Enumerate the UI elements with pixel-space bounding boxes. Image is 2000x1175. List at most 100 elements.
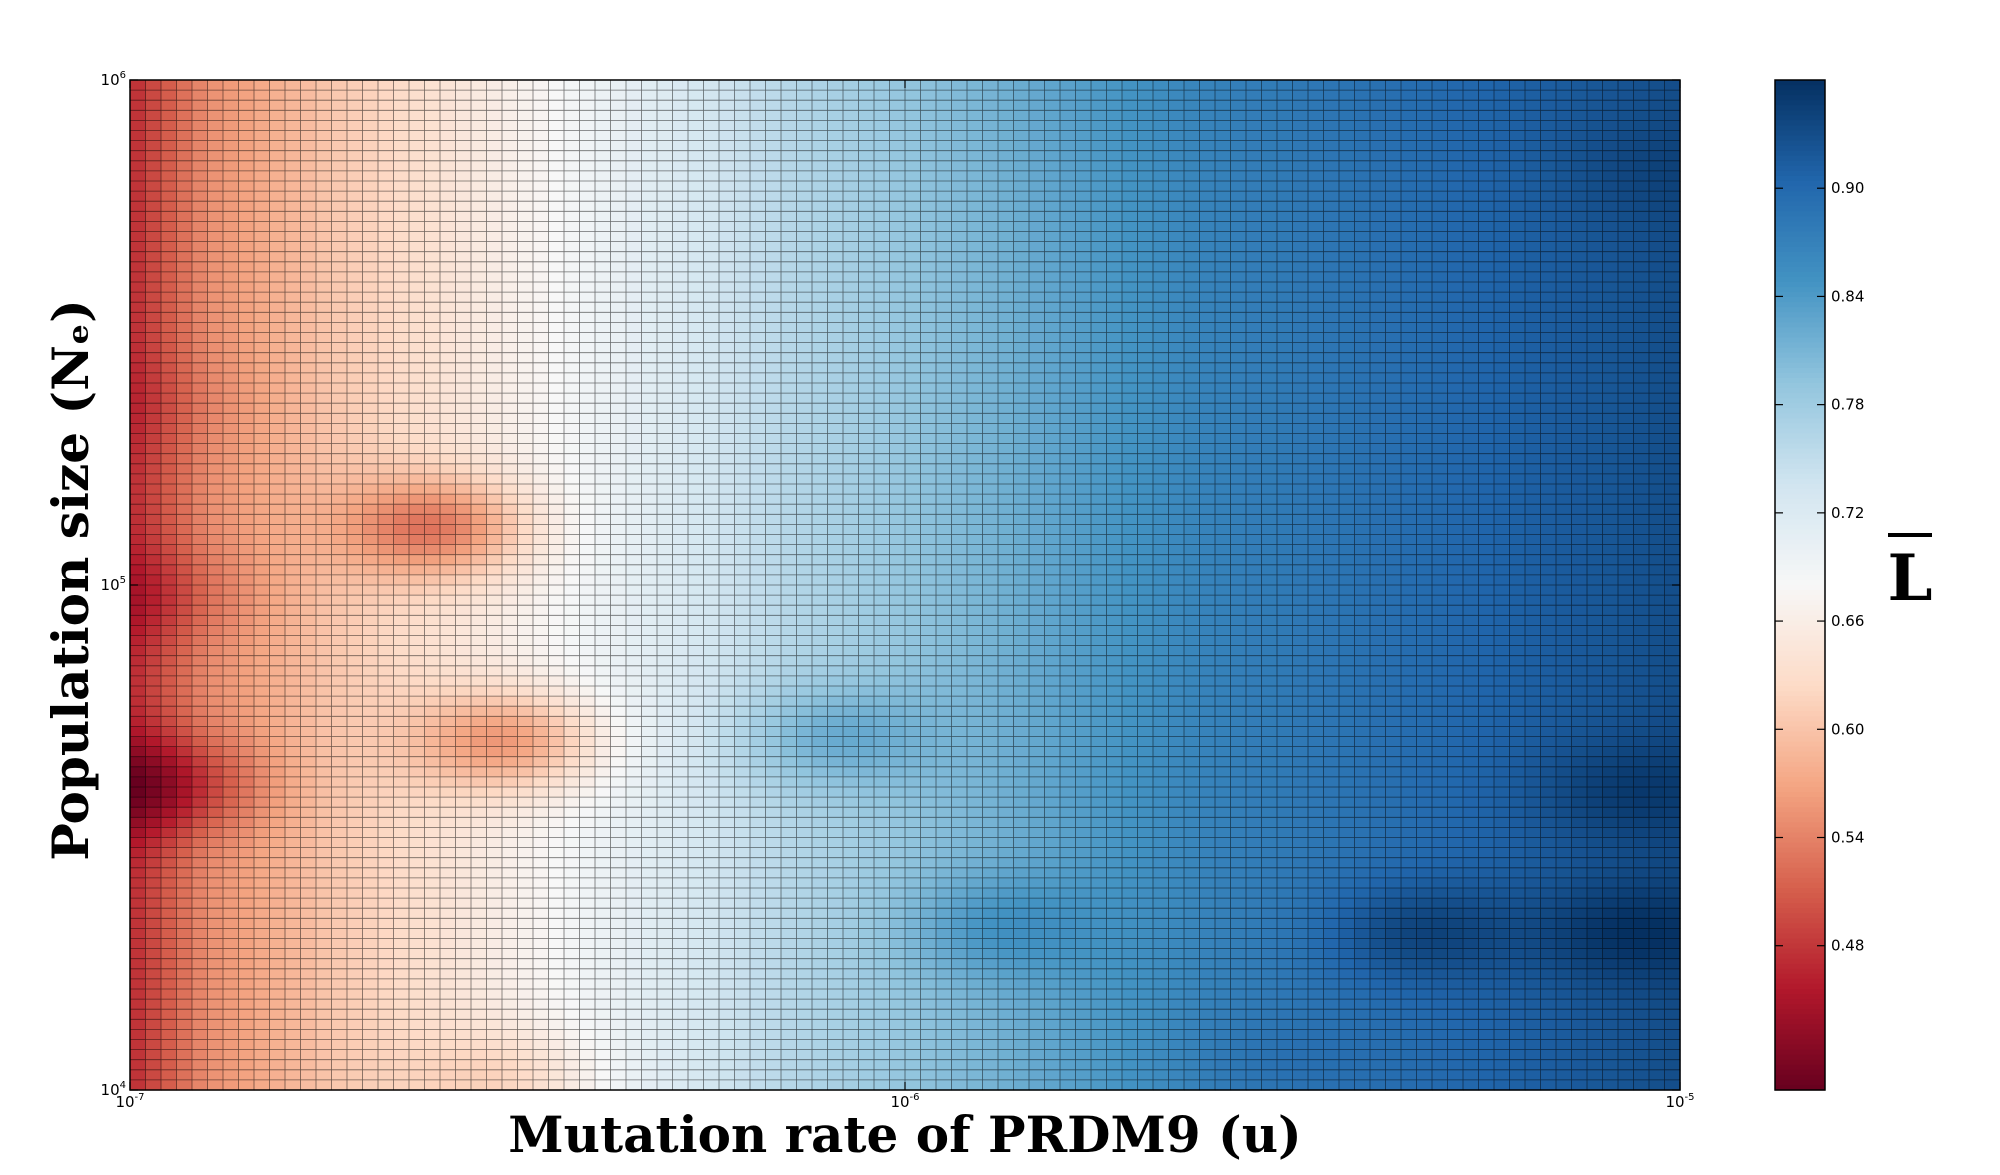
heatmap-cell (1602, 433, 1619, 445)
heatmap-cell (1013, 423, 1030, 435)
heatmap-cell (1540, 181, 1557, 192)
heatmap-cell (967, 181, 984, 192)
heatmap-cell (1540, 423, 1557, 435)
heatmap-cell (579, 362, 596, 374)
heatmap-cell (1649, 160, 1666, 172)
heatmap-cell (300, 514, 317, 525)
heatmap-cell (889, 423, 906, 435)
heatmap-cell (300, 110, 317, 121)
heatmap-cell (1060, 302, 1077, 313)
heatmap-cell (796, 443, 813, 455)
heatmap-cell (1029, 443, 1046, 455)
heatmap-cell (796, 473, 813, 485)
heatmap-cell (657, 453, 674, 465)
heatmap-cell (1494, 352, 1511, 364)
heatmap-cell (1013, 140, 1030, 152)
heatmap-cell (1044, 554, 1061, 566)
heatmap-cell (1447, 413, 1464, 424)
heatmap-cell (161, 534, 178, 546)
heatmap-cell (719, 473, 736, 485)
heatmap-cell (1230, 271, 1247, 283)
heatmap-cell (192, 110, 209, 121)
heatmap-cell (316, 524, 333, 536)
heatmap-cell (254, 322, 271, 334)
heatmap-cell (145, 292, 162, 303)
heatmap-cell (1509, 352, 1526, 364)
heatmap-cell (765, 140, 782, 152)
heatmap-cell (641, 191, 658, 202)
heatmap-cell (145, 110, 162, 121)
heatmap-cell (1401, 302, 1418, 313)
heatmap-cell (1478, 574, 1495, 586)
heatmap-cell (1540, 453, 1557, 465)
heatmap-cell (936, 443, 953, 455)
heatmap-cell (1416, 302, 1433, 313)
heatmap-cell (1649, 383, 1666, 394)
heatmap-cell (424, 423, 441, 435)
heatmap-cell (595, 484, 612, 495)
heatmap-cell (1091, 372, 1108, 384)
heatmap-cell (1587, 423, 1604, 435)
heatmap-cell (1075, 181, 1092, 192)
heatmap-cell (533, 201, 550, 212)
heatmap-cell (1478, 453, 1495, 465)
heatmap-cell (1571, 170, 1588, 182)
heatmap-cell (331, 433, 348, 445)
heatmap-cell (409, 201, 426, 212)
heatmap-cell (316, 332, 333, 344)
heatmap-cell (1075, 120, 1092, 132)
heatmap-cell (827, 342, 844, 354)
heatmap-cell (176, 160, 193, 172)
heatmap-cell (1525, 453, 1542, 465)
heatmap-cell (1664, 494, 1681, 505)
heatmap-cell (1540, 271, 1557, 283)
heatmap-cell (1075, 211, 1092, 222)
heatmap-cell (548, 140, 565, 152)
heatmap-cell (1385, 494, 1402, 505)
heatmap-cell (1230, 352, 1247, 364)
heatmap-cell (1292, 201, 1309, 212)
heatmap-cell (378, 413, 395, 424)
heatmap-cell (1230, 181, 1247, 192)
heatmap-cell (409, 362, 426, 374)
heatmap-cell (1385, 150, 1402, 162)
heatmap-cell (486, 473, 503, 485)
heatmap-cell (1478, 312, 1495, 323)
heatmap-cell (1494, 271, 1511, 283)
heatmap-cell (1401, 352, 1418, 364)
heatmap-cell (1261, 130, 1278, 142)
heatmap-cell (1168, 130, 1185, 142)
heatmap-cell (1494, 362, 1511, 374)
heatmap-cell (440, 261, 457, 273)
heatmap-cell (1447, 90, 1464, 101)
heatmap-cell (440, 494, 457, 505)
heatmap-cell (626, 201, 643, 212)
heatmap-cell (1029, 494, 1046, 505)
heatmap-cell (424, 251, 441, 263)
heatmap-cell (1060, 504, 1077, 515)
heatmap-cell (1168, 160, 1185, 172)
heatmap-cell (409, 322, 426, 334)
heatmap-cell (1339, 494, 1356, 505)
heatmap-cell (641, 271, 658, 283)
heatmap-cell (1153, 504, 1170, 515)
heatmap-cell (1587, 534, 1604, 546)
heatmap-cell (254, 261, 271, 273)
heatmap-cell (936, 413, 953, 424)
heatmap-cell (796, 251, 813, 263)
heatmap-cell (331, 574, 348, 586)
heatmap-cell (982, 312, 999, 323)
heatmap-cell (781, 463, 798, 475)
heatmap-cell (1416, 463, 1433, 475)
heatmap-cell (1354, 170, 1371, 182)
heatmap-cell (765, 352, 782, 364)
heatmap-cell (1540, 292, 1557, 303)
heatmap-cell (626, 453, 643, 465)
heatmap-cell (269, 302, 286, 313)
heatmap-cell (672, 191, 689, 202)
heatmap-cell (378, 221, 395, 233)
heatmap-cell (781, 191, 798, 202)
heatmap-cell (130, 211, 147, 222)
heatmap-cell (936, 302, 953, 313)
heatmap-cell (1370, 554, 1387, 566)
